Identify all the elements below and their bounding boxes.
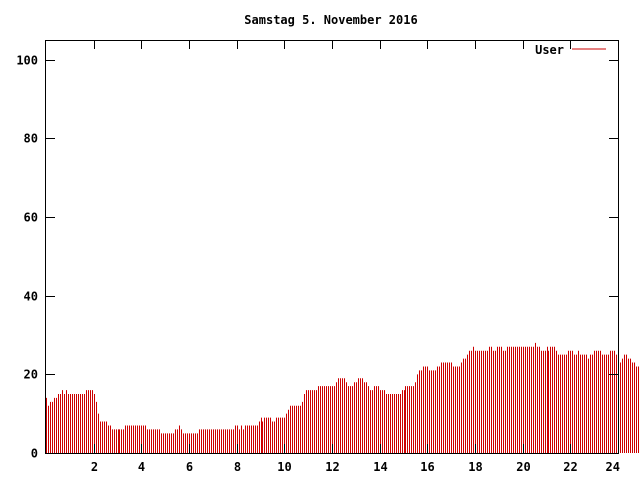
x-tick-label: 20 bbox=[516, 460, 530, 474]
legend: User bbox=[535, 43, 606, 57]
x-tick-label: 2 bbox=[91, 460, 98, 474]
x-tick-label: 24 bbox=[606, 460, 620, 474]
bars-layer bbox=[46, 342, 639, 453]
y-tick-label: 40 bbox=[24, 290, 38, 304]
y-tick-label: 60 bbox=[24, 211, 38, 225]
x-tick-label: 18 bbox=[468, 460, 482, 474]
x-tick-label: 4 bbox=[138, 460, 145, 474]
x-tick-label: 6 bbox=[186, 460, 193, 474]
chart-title: Samstag 5. November 2016 bbox=[244, 13, 417, 27]
x-tick-label: 10 bbox=[277, 460, 291, 474]
y-tick-label: 20 bbox=[24, 368, 38, 382]
y-tick-label: 100 bbox=[16, 54, 38, 68]
x-tick-label: 16 bbox=[420, 460, 434, 474]
x-tick-label: 14 bbox=[373, 460, 387, 474]
x-tick-label: 22 bbox=[563, 460, 577, 474]
x-axis: 2 4 6 8 10 12 14 16 18 20 22 24 bbox=[91, 40, 620, 474]
legend-label: User bbox=[535, 43, 564, 57]
y-tick-label: 80 bbox=[24, 132, 38, 146]
x-tick-label: 8 bbox=[234, 460, 241, 474]
y-axis: 0 20 40 60 80 100 bbox=[16, 54, 618, 461]
x-tick-label: 12 bbox=[325, 460, 339, 474]
plot-frame bbox=[45, 40, 619, 454]
y-tick-label: 0 bbox=[31, 447, 38, 461]
